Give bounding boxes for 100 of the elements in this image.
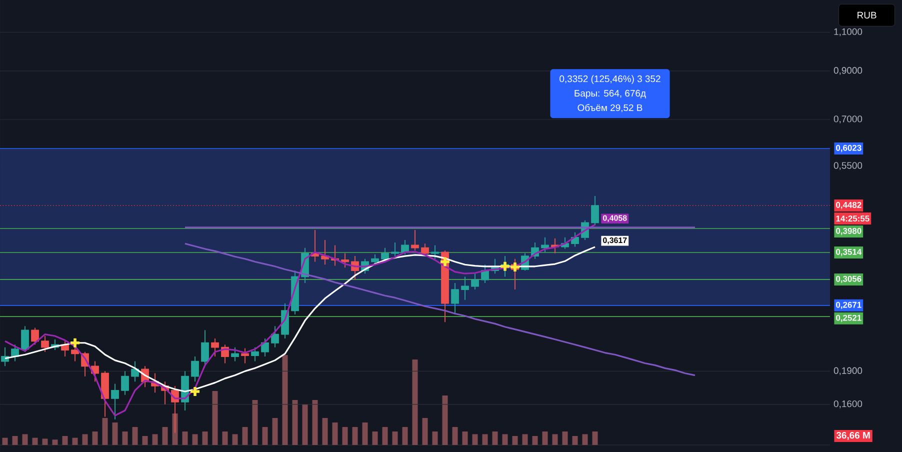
- y-tick-label: 0,1900: [834, 367, 862, 376]
- candlestick: [101, 370, 109, 418]
- bar: [112, 422, 118, 445]
- bar: [302, 404, 308, 445]
- bar: [142, 436, 148, 445]
- bar: [432, 431, 438, 445]
- bar: [312, 400, 318, 445]
- bar: [472, 434, 478, 445]
- bar: [382, 426, 388, 445]
- candlestick: [31, 327, 39, 346]
- bar: [272, 418, 278, 445]
- y-tick-label: 0,7000: [834, 116, 862, 124]
- bar: [542, 431, 548, 445]
- bar: [32, 438, 38, 445]
- annotation: Бары: 564, 676д: [574, 90, 646, 98]
- candlestick: [211, 338, 219, 357]
- bar: [292, 400, 298, 445]
- candlestick: [251, 346, 259, 362]
- bar: [12, 436, 18, 445]
- bar: [152, 434, 158, 445]
- annotation: 0,3352 (125,46%) 3 352: [560, 75, 660, 84]
- bar: [202, 431, 208, 445]
- candlestick: [271, 326, 279, 348]
- bar: [442, 395, 448, 445]
- bar: [122, 431, 128, 445]
- bar: [532, 436, 538, 445]
- candlestick: [541, 236, 549, 253]
- candlestick: [591, 196, 599, 226]
- ref-line-label: 0,4482: [836, 202, 862, 210]
- text: RUB: [858, 12, 876, 18]
- bar: [332, 422, 338, 445]
- bar: [372, 431, 378, 445]
- text: 36,66 M: [836, 432, 870, 440]
- y-tick-label: 0,5500: [834, 162, 862, 170]
- candlestick: [21, 326, 29, 352]
- candlestick: [471, 273, 479, 290]
- bar: [62, 436, 68, 445]
- point: [499, 260, 511, 272]
- bar: [322, 418, 328, 445]
- bar: [252, 400, 258, 445]
- bar: [212, 390, 218, 445]
- bar: [412, 359, 418, 445]
- bar: [242, 426, 248, 445]
- annotation: Объём 29,52 B: [578, 104, 642, 112]
- bar: [572, 436, 578, 445]
- point: [189, 386, 201, 398]
- bar: [582, 434, 588, 445]
- bar: [562, 431, 568, 445]
- bar: [222, 431, 228, 445]
- candlestick: [421, 243, 429, 256]
- bar: [402, 426, 408, 445]
- bar: [52, 440, 58, 445]
- bar: [512, 436, 518, 445]
- bar: [232, 434, 238, 445]
- bar: [452, 426, 458, 445]
- candlestick: [411, 229, 419, 251]
- candlestick: [401, 240, 409, 255]
- candlestick: [131, 360, 139, 382]
- candlestick: [41, 336, 49, 352]
- candlestick: [241, 348, 249, 364]
- bar: [282, 354, 288, 445]
- candlestick: [391, 242, 399, 256]
- bar: [92, 431, 98, 445]
- candlestick: [381, 247, 389, 262]
- bar: [522, 434, 528, 445]
- point: [509, 261, 521, 273]
- bar: [422, 418, 428, 445]
- bar: [482, 434, 488, 445]
- bar: [192, 434, 198, 445]
- point: [69, 336, 81, 349]
- candlestick: [451, 282, 459, 315]
- bar: [552, 434, 558, 445]
- candlestick: [91, 360, 99, 382]
- candlestick: [121, 370, 129, 396]
- bar: [392, 431, 398, 445]
- ref-line-label: 0,3056: [836, 276, 862, 284]
- ref-line-label: 0,3514: [836, 248, 862, 256]
- bar: [352, 426, 358, 445]
- ref-line-label: 0,2521: [836, 314, 862, 322]
- candlestick: [321, 240, 329, 266]
- y-tick-label: 0,9000: [834, 67, 862, 75]
- candlestick: [371, 254, 379, 266]
- bar: [342, 426, 348, 445]
- bar: [362, 422, 368, 445]
- bar: [262, 426, 268, 445]
- bar: [22, 434, 28, 445]
- candlestick: [431, 244, 439, 260]
- bar: [2, 438, 8, 445]
- bar: [72, 438, 78, 445]
- ref-line-label: 0,6023: [836, 144, 862, 152]
- bar: [592, 431, 598, 445]
- candlestick: [481, 264, 489, 284]
- bar: [182, 431, 188, 445]
- candlestick: [341, 252, 349, 268]
- bar: [42, 438, 48, 445]
- candlestick: [191, 356, 199, 382]
- bar: [162, 426, 168, 445]
- bar: [502, 434, 508, 445]
- y-tick-label: 0,1600: [834, 400, 862, 408]
- bar: [132, 426, 138, 445]
